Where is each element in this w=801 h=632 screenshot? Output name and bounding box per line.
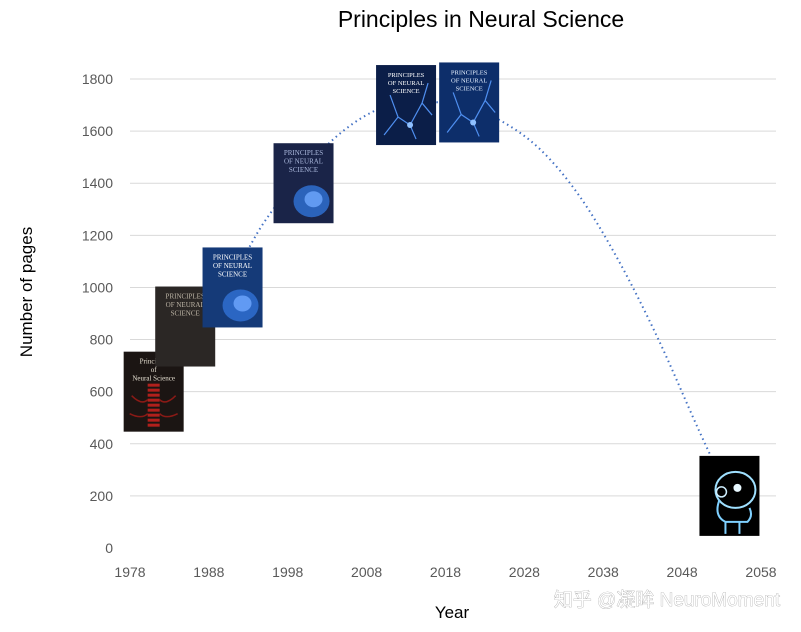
spine-artwork [147, 388, 160, 392]
y-tick-label: 800 [90, 332, 114, 348]
spine-artwork [147, 408, 160, 412]
book-cover-text: PRINCIPLES [451, 69, 488, 76]
x-tick-label: 2008 [351, 564, 382, 580]
neuron-soma [470, 119, 477, 126]
book-cover-text: SCIENCE [456, 85, 483, 92]
x-tick-label: 1998 [272, 564, 303, 580]
spine-artwork [147, 383, 160, 387]
x-tick-label: 2048 [667, 564, 698, 580]
book-cover-text: PRINCIPLES [388, 72, 425, 79]
spine-artwork [147, 398, 160, 402]
y-axis-title: Number of pages [17, 227, 36, 357]
x-tick-label: 2028 [509, 564, 540, 580]
book-cover-text: OF NEURAL [284, 158, 323, 166]
y-tick-label: 1000 [82, 279, 113, 295]
x-axis-title: Year [435, 603, 470, 622]
y-tick-label: 1400 [82, 175, 113, 191]
xray-brain [733, 483, 742, 492]
book-cover-text: SCIENCE [171, 310, 200, 318]
y-tick-label: 200 [90, 488, 114, 504]
y-tick-label: 1200 [82, 227, 113, 243]
spine-artwork [147, 393, 160, 397]
x-tick-label: 2058 [745, 564, 776, 580]
book-cover-marker [699, 455, 760, 536]
watermark: 知乎 @凝眸 NeuroMoment [554, 589, 781, 611]
y-axis-ticks: 0 200 400 600 800 1000 1200 1400 1600 1800 [82, 71, 113, 556]
book-cover-background [699, 455, 760, 536]
xray-eye [715, 486, 728, 498]
x-tick-label: 2038 [588, 564, 619, 580]
brain-artwork-core [233, 295, 252, 312]
y-tick-label: 0 [105, 540, 113, 556]
nerve-artwork [129, 395, 178, 418]
book-cover-text: OF NEURAL [451, 77, 487, 84]
y-tick-label: 1600 [82, 123, 113, 139]
book-cover-text: of [151, 366, 158, 374]
book-cover-text: SCIENCE [393, 88, 420, 95]
x-axis-ticks: 1978 1988 1998 2008 2018 2028 2038 2048 2058 [114, 564, 776, 580]
y-tick-label: 1800 [82, 71, 113, 87]
book-cover-text: Principles [140, 358, 168, 366]
x-tick-label: 1978 [114, 564, 145, 580]
spine-artwork [147, 403, 160, 407]
y-tick-label: 400 [90, 436, 114, 452]
book-cover-text: OF NEURAL [388, 80, 424, 87]
book-cover-text: PRINCIPLES [284, 149, 323, 157]
book-cover-text: SCIENCE [289, 166, 318, 174]
xray-skull [714, 470, 757, 509]
book-cover-text: Neural Science [132, 375, 175, 383]
spine-artwork [147, 413, 160, 417]
x-tick-label: 1988 [193, 564, 224, 580]
xray-jaw [716, 499, 753, 534]
book-cover-text: OF NEURAL [213, 262, 252, 270]
chart-title: Principles in Neural Science [338, 6, 624, 32]
book-cover-text: SCIENCE [218, 270, 247, 278]
book-cover-text: PRINCIPLES [166, 293, 205, 301]
spine-artwork [147, 423, 160, 427]
book-cover-text: PRINCIPLES [213, 253, 252, 261]
neuron-soma [407, 122, 414, 129]
book-cover-text: OF NEURAL [166, 301, 205, 309]
x-tick-label: 2018 [430, 564, 461, 580]
spine-artwork [147, 418, 160, 422]
brain-artwork-core [304, 191, 323, 208]
y-tick-label: 600 [90, 384, 114, 400]
